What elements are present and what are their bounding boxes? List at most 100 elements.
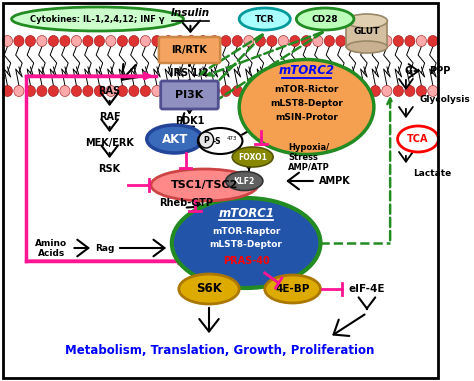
Text: AMP/ATP: AMP/ATP [288,163,330,171]
Circle shape [416,35,427,46]
Circle shape [94,85,105,96]
Circle shape [164,35,173,46]
Circle shape [129,35,139,46]
Circle shape [83,85,93,96]
Circle shape [221,35,231,46]
Circle shape [370,85,381,96]
Circle shape [393,35,403,46]
Text: TCA: TCA [407,134,429,144]
Ellipse shape [198,128,242,154]
Ellipse shape [239,8,290,30]
Text: mTORC2: mTORC2 [279,64,335,77]
Circle shape [336,35,346,46]
Circle shape [83,35,93,46]
Circle shape [140,35,151,46]
Circle shape [71,35,82,46]
Circle shape [290,35,300,46]
Circle shape [428,35,438,46]
Text: MEK/ERK: MEK/ERK [85,138,134,148]
Circle shape [175,85,185,96]
Text: Stress: Stress [288,152,318,162]
Circle shape [210,85,219,96]
Circle shape [117,85,128,96]
Circle shape [221,85,231,96]
Ellipse shape [226,171,263,190]
Text: Metabolism, Translation, Growth, Proliferation: Metabolism, Translation, Growth, Prolife… [65,344,375,357]
Circle shape [255,35,265,46]
Text: eIF-4E: eIF-4E [349,284,385,294]
Circle shape [370,35,381,46]
Circle shape [186,35,197,46]
Text: Insulin: Insulin [171,8,210,18]
Circle shape [382,85,392,96]
Text: mLST8-Deptor: mLST8-Deptor [270,99,343,107]
Text: P: P [203,136,209,144]
Ellipse shape [232,147,273,167]
Text: Rheb-GTP: Rheb-GTP [159,198,213,208]
Text: RAS: RAS [99,86,121,96]
Circle shape [393,85,403,96]
Circle shape [94,35,105,46]
Circle shape [359,35,369,46]
Text: AKT: AKT [162,133,188,146]
Text: mTOR-Raptor: mTOR-Raptor [212,226,280,235]
Circle shape [186,85,197,96]
Ellipse shape [346,14,387,28]
Circle shape [14,35,24,46]
Text: IRS 1/2: IRS 1/2 [170,68,209,78]
Text: PDK1: PDK1 [175,116,204,126]
Text: -S: -S [213,136,222,146]
Circle shape [382,35,392,46]
Text: KLF2: KLF2 [234,176,255,186]
Text: mTORC1: mTORC1 [218,207,274,219]
Circle shape [267,85,277,96]
Ellipse shape [265,275,320,303]
Circle shape [48,35,58,46]
Circle shape [255,85,265,96]
Circle shape [301,85,311,96]
Text: FOXO1: FOXO1 [238,152,267,162]
Ellipse shape [179,274,239,304]
Circle shape [301,35,311,46]
Circle shape [140,85,151,96]
Bar [346,21,387,47]
Text: Cytokines: IL-1,2,4,12; INF γ: Cytokines: IL-1,2,4,12; INF γ [30,14,165,24]
Text: IR/RTK: IR/RTK [172,45,208,55]
Circle shape [416,85,427,96]
FancyBboxPatch shape [159,37,220,63]
Circle shape [232,35,243,46]
Circle shape [336,85,346,96]
Circle shape [244,85,254,96]
Circle shape [2,85,12,96]
Text: PPP: PPP [429,66,450,76]
Text: RAF: RAF [99,112,120,122]
Circle shape [210,35,219,46]
Ellipse shape [151,169,258,201]
Circle shape [25,85,36,96]
Circle shape [313,85,323,96]
FancyBboxPatch shape [161,81,219,109]
Circle shape [290,85,300,96]
Text: AMPK: AMPK [319,176,350,186]
Ellipse shape [398,126,438,152]
Text: TCR: TCR [255,14,274,24]
Circle shape [232,85,243,96]
Circle shape [278,35,289,46]
Circle shape [152,85,162,96]
Circle shape [164,85,173,96]
Circle shape [152,35,162,46]
Text: Acids: Acids [37,248,65,258]
Text: Hypoxia/: Hypoxia/ [288,142,329,152]
Circle shape [198,35,208,46]
Text: S6K: S6K [196,282,222,296]
Circle shape [405,85,415,96]
Text: mSIN-Protor: mSIN-Protor [275,112,338,122]
Circle shape [14,85,24,96]
Text: mTOR-Rictor: mTOR-Rictor [274,85,339,93]
Circle shape [117,35,128,46]
Text: Lactate: Lactate [413,168,452,178]
Text: 4E-BP: 4E-BP [275,284,310,294]
Text: Rag: Rag [95,243,115,253]
Circle shape [347,85,357,96]
Circle shape [71,85,82,96]
